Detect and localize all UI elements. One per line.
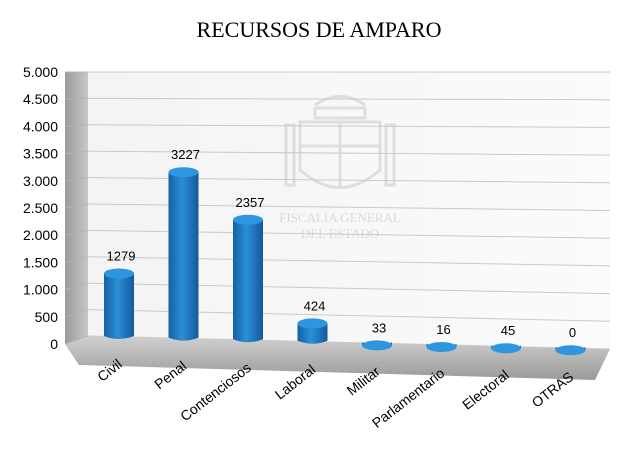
watermark-line1: FISCALIA GENERAL — [279, 210, 401, 225]
bar-top — [362, 340, 392, 351]
bar-parlamentario — [426, 342, 457, 352]
y-axis-ticks: 0 500 1.000 1.500 2.000 2.500 3.000 3.500 4.000 4… — [23, 64, 58, 352]
bar-top — [555, 345, 586, 356]
gridline-side — [64, 150, 89, 155]
x-tick-label: Contenciosos — [177, 359, 254, 424]
bar-otras — [555, 345, 586, 356]
gridline-side — [64, 309, 89, 318]
y-tick-label: 2.000 — [23, 227, 58, 243]
data-label: 0 — [569, 325, 576, 340]
gridline-side — [64, 256, 89, 263]
data-label: 33 — [372, 320, 386, 335]
bars — [104, 167, 586, 356]
bar-top — [491, 343, 521, 354]
bar-body — [104, 273, 134, 339]
y-tick-label: 3.500 — [23, 146, 58, 162]
bar-top — [104, 268, 134, 279]
data-label: 3227 — [171, 147, 200, 162]
data-label: 16 — [436, 322, 450, 337]
bar-top — [426, 342, 457, 352]
bar-body — [297, 323, 328, 344]
gridline-side — [64, 282, 89, 291]
bar-laboral — [297, 318, 328, 344]
gridline — [87, 97, 611, 101]
gridline — [87, 124, 611, 128]
gridline-side — [64, 203, 89, 209]
gridline-side — [64, 124, 89, 127]
gridline-side — [64, 177, 89, 182]
y-tick-label: 1.500 — [23, 254, 58, 270]
data-label: 424 — [304, 298, 326, 313]
bar-electoral — [491, 343, 521, 354]
bar-body — [168, 172, 199, 341]
chart-back-wall — [88, 72, 610, 349]
data-label: 2357 — [236, 195, 265, 210]
bar-top — [297, 318, 328, 329]
y-tick-label: 5.000 — [23, 64, 58, 80]
data-label: 45 — [501, 323, 515, 338]
y-tick-label: 2.500 — [23, 200, 58, 216]
bar-contenciosos — [233, 214, 263, 343]
data-label: 1279 — [107, 248, 136, 263]
chart-side-wall — [65, 72, 88, 344]
gridline-side — [64, 229, 89, 236]
watermark-line2: DEL ESTADO — [301, 226, 379, 241]
watermark-seal: FISCALIA GENERAL DEL ESTADO — [279, 95, 401, 241]
gridline — [87, 150, 611, 156]
chart-title: RECURSOS DE AMPARO — [197, 17, 442, 42]
gridline-side — [64, 335, 89, 345]
chart-floor — [65, 336, 610, 380]
bar-civil — [104, 268, 134, 339]
gridline-side — [64, 97, 89, 100]
y-tick-label: 3.000 — [23, 173, 58, 189]
bar-top — [168, 167, 199, 178]
coat-of-arms-icon — [284, 95, 396, 189]
y-tick-label: 1.000 — [23, 282, 58, 298]
bar-top — [233, 214, 263, 225]
y-tick-label: 0 — [50, 336, 58, 352]
bar-militar — [362, 340, 392, 351]
bar-body — [233, 219, 263, 343]
y-tick-label: 500 — [35, 309, 59, 325]
y-tick-label: 4.500 — [23, 91, 58, 107]
bar-penal — [168, 167, 199, 341]
data-labels: 1279 3227 2357 424 33 16 45 0 — [107, 147, 577, 340]
y-tick-label: 4.000 — [23, 118, 58, 134]
